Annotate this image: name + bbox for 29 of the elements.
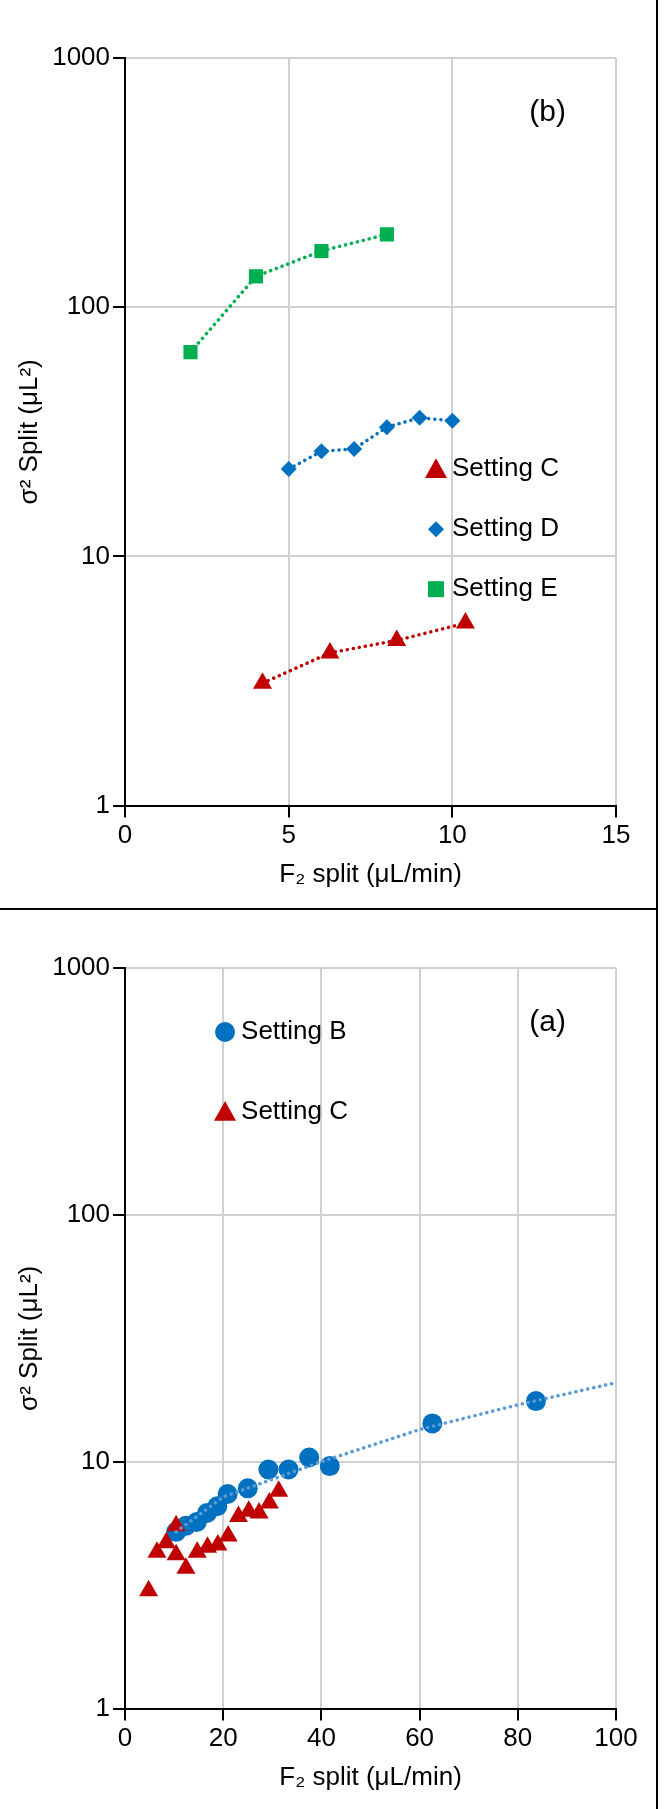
- y-tick-label: 1: [95, 788, 111, 819]
- y-axis-title: σ² Split (μL²): [12, 1265, 43, 1411]
- annotation: (a): [529, 1004, 566, 1038]
- x-tick-label: 60: [405, 1722, 435, 1753]
- y-tick-label: 100: [66, 1198, 111, 1229]
- x-tick-label: 5: [281, 819, 296, 850]
- x-tick-label: 0: [117, 1722, 133, 1753]
- y-tick-label: 1000: [52, 951, 111, 982]
- x-tick-label: 10: [437, 819, 467, 850]
- legend-label: Setting D: [452, 512, 559, 543]
- y-tick-label: 100: [66, 290, 111, 321]
- x-axis-title: F₂ split (μL/min): [279, 857, 462, 888]
- y-tick-label: 10: [81, 539, 111, 570]
- legend-label: Setting C: [241, 1095, 348, 1126]
- x-tick-label: 80: [503, 1722, 533, 1753]
- y-tick-label: 10: [81, 1444, 111, 1475]
- legend-label: Setting C: [452, 452, 559, 483]
- x-tick-label: 40: [306, 1722, 336, 1753]
- legend-label: Setting B: [241, 1015, 347, 1046]
- annotation: (b): [529, 94, 566, 128]
- x-tick-label: 100: [594, 1722, 638, 1753]
- y-tick-label: 1000: [52, 41, 111, 72]
- legend-label: Setting E: [452, 572, 558, 603]
- x-tick-label: 15: [601, 819, 631, 850]
- x-tick-label: 0: [117, 819, 133, 850]
- y-axis-title: σ² Split (μL²): [12, 359, 43, 505]
- y-tick-label: 1: [95, 1691, 111, 1722]
- x-tick-label: 20: [208, 1722, 238, 1753]
- x-axis-title: F₂ split (μL/min): [279, 1760, 462, 1791]
